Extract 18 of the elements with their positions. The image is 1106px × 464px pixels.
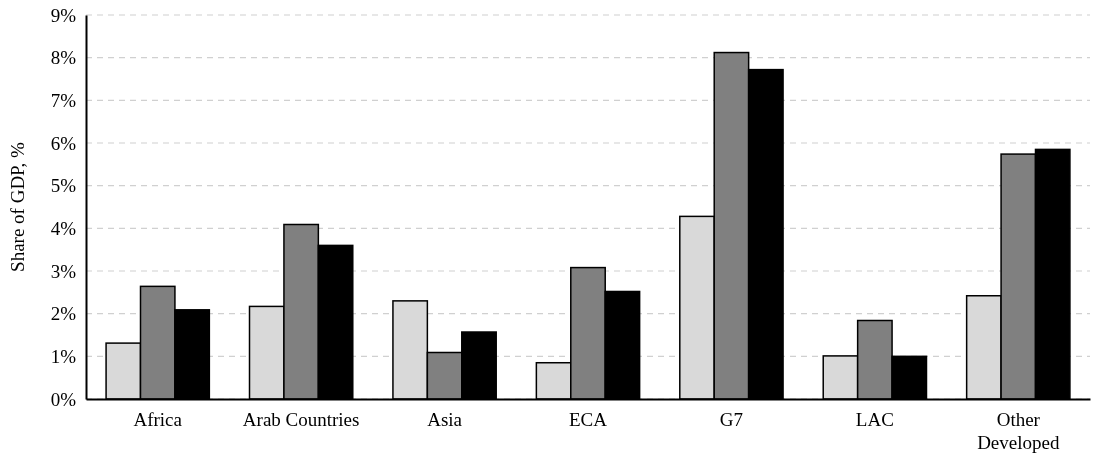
x-tick-label: Africa [133,409,183,431]
y-tick-label: 2% [50,303,77,325]
x-tick-label: Arab Countries [242,409,360,431]
y-tick-label: 0% [50,388,77,410]
y-tick-label: 3% [50,260,77,282]
x-tick-label: ECA [569,409,608,431]
x-tick-label: G7 [719,409,744,431]
y-tick-label: 4% [50,217,77,239]
x-tick-label: Other Developed [977,409,1060,454]
x-tick-label: LAC [855,409,894,431]
y-tick-label: 6% [50,132,77,154]
y-tick-label: 5% [50,175,77,197]
y-tick-label: 1% [50,345,77,367]
y-axis-title: Share of GDP, % [7,141,28,272]
y-tick-label: 7% [50,89,77,111]
y-tick-label: 9% [50,4,77,26]
x-tick-label: Asia [427,409,463,431]
y-tick-label: 8% [50,47,77,69]
